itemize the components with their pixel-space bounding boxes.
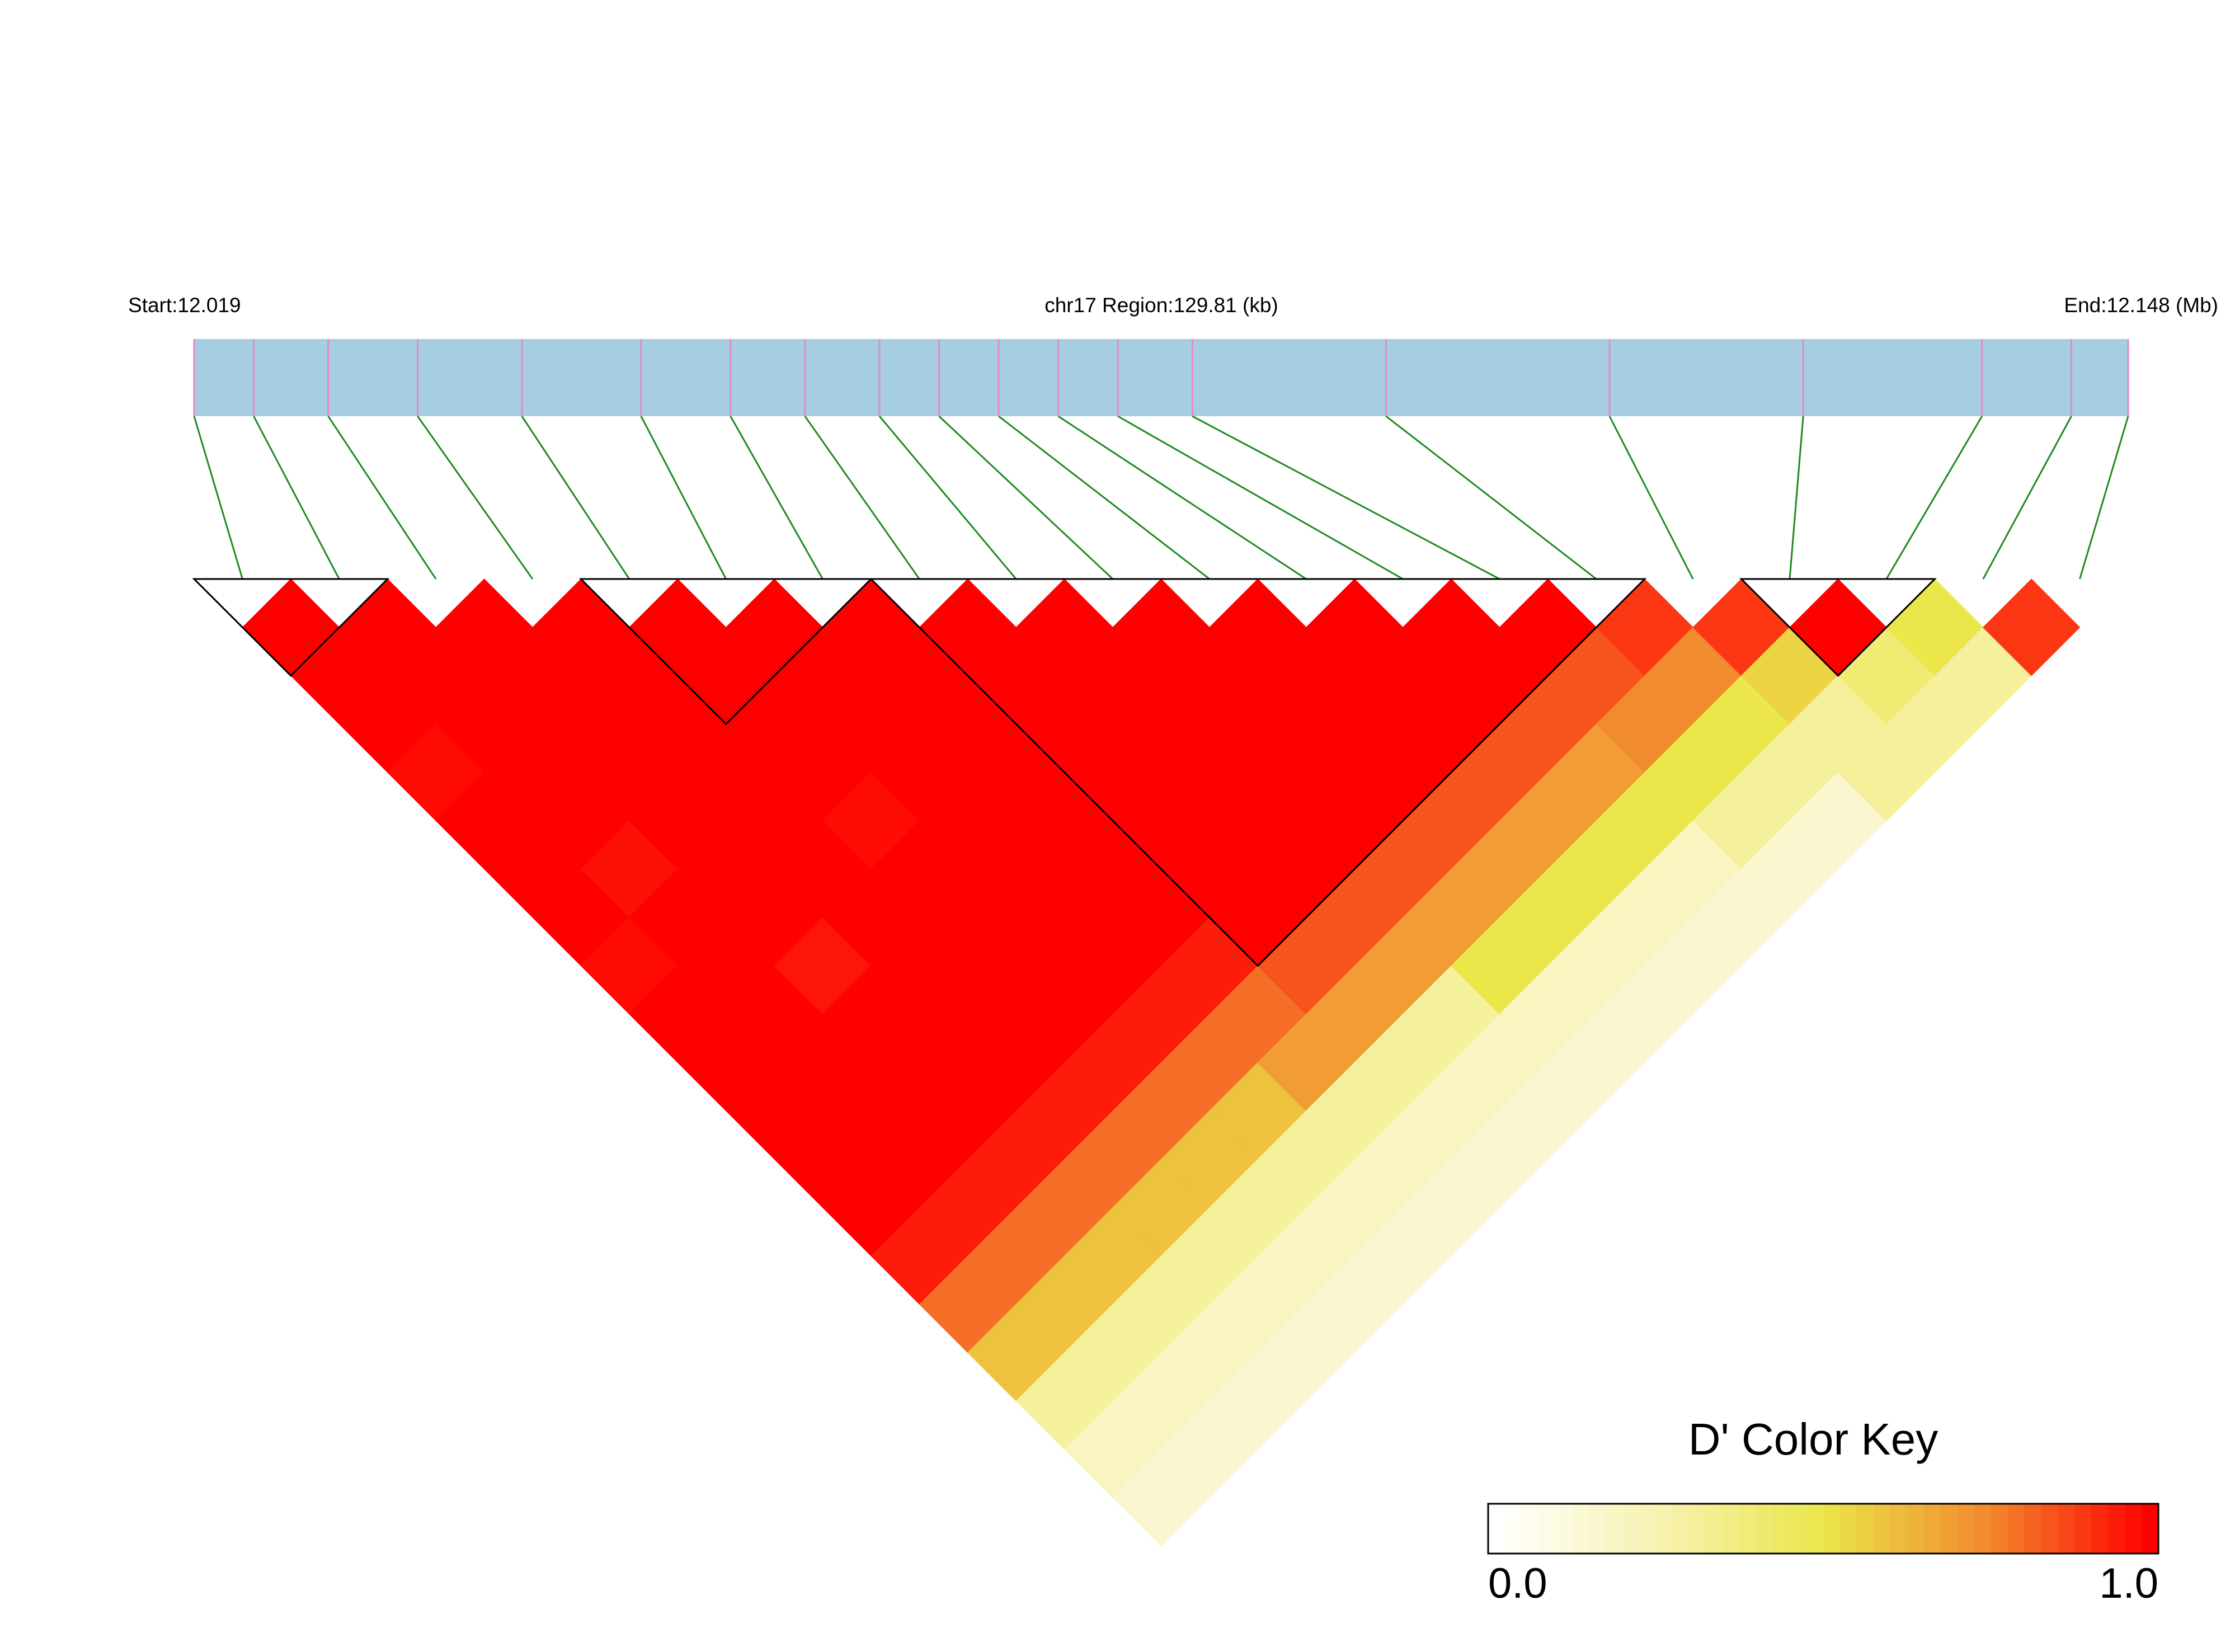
key-swatch [2058,1504,2075,1554]
start-label: Start:12.019 [128,294,241,317]
key-tick-label: 1.0 [2099,1560,2158,1607]
key-frame [1487,1503,2159,1555]
key-swatch [1639,1504,1656,1554]
snp-connector [1117,415,1404,580]
key-swatch [1622,1504,1640,1554]
key-swatch [1790,1504,1807,1554]
key-swatch [1488,1504,1505,1554]
key-swatch [2041,1504,2058,1554]
key-swatch [1521,1504,1539,1554]
snp-connector [521,416,630,580]
key-swatch [2007,1504,2025,1554]
key-swatch [1974,1504,1991,1554]
key-tick-label: 0.0 [1488,1560,1547,1607]
snp-connector [417,416,534,580]
key-swatch [1823,1504,1841,1554]
snp-connector [1057,415,1307,580]
key-swatch [1940,1504,1958,1554]
key-swatch [1839,1504,1857,1554]
snp-connector [193,416,243,580]
key-swatch [1739,1504,1757,1554]
snp-connector [998,415,1210,580]
haplotype-block [1739,578,1937,677]
snp-connector [1192,415,1500,580]
key-swatch [1504,1504,1522,1554]
haplotype-block [869,578,1647,967]
snp-connector [2079,416,2129,580]
snp-connector [1982,416,2072,580]
key-swatch [2074,1504,2092,1554]
key-swatch [1907,1504,1925,1554]
snp-connector [878,416,1017,580]
snp-connector [804,416,920,580]
snp-connector [1608,416,1694,580]
key-swatch [2024,1504,2041,1554]
haplotype-block [578,578,873,726]
snp-connector [730,416,824,580]
key-swatch [2125,1504,2142,1554]
snp-connector [938,415,1114,580]
key-swatch [1923,1504,1941,1554]
snp-connector [1385,415,1597,580]
key-swatch [1873,1504,1891,1554]
key-swatch [2108,1504,2125,1554]
key-swatch [1689,1504,1706,1554]
key-swatch [1856,1504,1874,1554]
key-swatch [1588,1504,1606,1554]
key-swatch [1538,1504,1556,1554]
key-title: D' Color Key [1688,1414,1938,1464]
region-bar [194,339,2128,416]
key-swatch [1991,1504,2008,1554]
region-label: chr17 Region:129.81 (kb) [1044,294,1278,317]
snp-connector [1885,416,1983,580]
snp-connector [640,416,727,580]
end-label: End:12.148 (Mb) [2064,294,2218,317]
haplotype-block [192,578,390,677]
key-swatch [1706,1504,1723,1554]
key-swatch [1672,1504,1690,1554]
key-swatch [1957,1504,1975,1554]
key-swatch [1555,1504,1573,1554]
snp-connector [327,416,437,580]
key-swatch [1756,1504,1773,1554]
key-swatch [2091,1504,2109,1554]
key-swatch [1605,1504,1623,1554]
key-swatch [1723,1504,1740,1554]
key-swatch [2142,1504,2159,1554]
key-swatch [1773,1504,1790,1554]
key-swatch [1571,1504,1589,1554]
snp-connector [253,416,340,580]
key-swatch [1655,1504,1673,1554]
key-swatch [1890,1504,1908,1554]
ld-cell [1983,578,2081,676]
key-swatch [1806,1504,1824,1554]
snp-connector [1789,416,1804,580]
